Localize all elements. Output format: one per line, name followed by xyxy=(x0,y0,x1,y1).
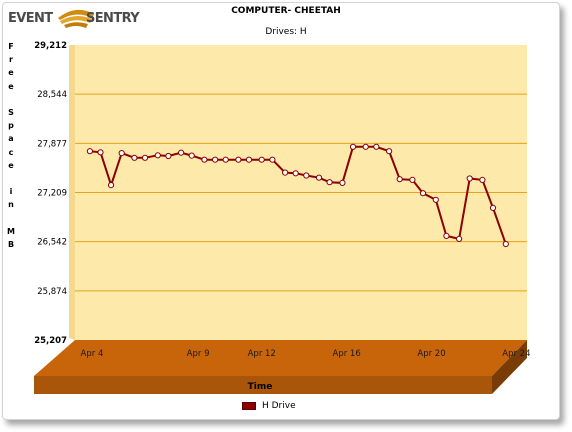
data-point xyxy=(502,240,509,248)
data-point xyxy=(349,143,357,150)
data-point xyxy=(235,156,242,163)
data-point xyxy=(141,154,149,161)
chart-subtitle: Drives: H xyxy=(265,27,307,37)
data-point xyxy=(222,156,229,163)
x-tick-label: Apr 24 xyxy=(502,349,530,359)
data-point xyxy=(373,143,380,150)
y-tick-label: 27,877 xyxy=(37,139,67,149)
data-point xyxy=(269,156,276,163)
plot-floor xyxy=(34,340,527,376)
x-tick-label: Apr 12 xyxy=(248,349,276,359)
chart-title: COMPUTER- CHEETAH xyxy=(231,6,341,16)
x-tick-label: Apr 20 xyxy=(417,349,445,359)
data-point xyxy=(86,148,94,155)
data-point xyxy=(154,152,161,159)
data-point xyxy=(282,169,289,176)
data-point xyxy=(479,176,486,183)
y-tick-label: 29,212 xyxy=(34,41,67,51)
x-tick-label: Apr 9 xyxy=(187,349,210,359)
x-tick-label: Apr 16 xyxy=(333,349,361,359)
data-point xyxy=(326,179,333,186)
data-point xyxy=(443,232,450,239)
data-point xyxy=(245,156,253,163)
y-tick-label: 26,542 xyxy=(37,238,67,248)
data-point xyxy=(212,156,219,163)
logo-emblem-icon xyxy=(58,9,94,28)
legend-swatch-h-drive xyxy=(242,402,256,410)
plot-left-wall xyxy=(69,45,75,340)
y-tick-label: 25,874 xyxy=(37,287,67,297)
plot-floor-side xyxy=(492,340,527,394)
data-point xyxy=(131,154,138,161)
data-point xyxy=(489,204,497,211)
data-point xyxy=(466,175,473,182)
data-point xyxy=(108,182,115,189)
data-point xyxy=(419,190,427,197)
legend: H Drive xyxy=(242,400,296,412)
plot-floor-front xyxy=(34,376,492,394)
data-point xyxy=(386,148,393,155)
data-point xyxy=(339,179,346,186)
data-point xyxy=(97,149,104,156)
data-point xyxy=(362,143,369,150)
legend-label-h-drive: H Drive xyxy=(262,401,296,411)
y-tick-label: 25,207 xyxy=(34,336,67,346)
eventsentry-logo: EVENT SENTRY xyxy=(6,2,146,32)
data-point xyxy=(292,170,299,177)
x-axis-label: Time xyxy=(248,382,273,392)
x-tick-label: Apr 4 xyxy=(81,349,104,359)
data-point xyxy=(201,156,208,163)
data-point xyxy=(432,196,439,203)
data-point xyxy=(178,149,185,156)
data-point xyxy=(165,152,172,160)
y-tick-label: 28,544 xyxy=(37,90,67,100)
logo-text-right: SENTRY xyxy=(86,11,140,26)
data-point xyxy=(409,176,416,183)
data-point xyxy=(303,172,310,179)
data-point xyxy=(118,150,125,157)
y-tick-label: 27,209 xyxy=(37,189,67,199)
data-point xyxy=(315,174,323,181)
data-point xyxy=(188,152,195,159)
data-point xyxy=(456,235,463,242)
data-point xyxy=(396,176,403,183)
logo-text-left: EVENT xyxy=(8,11,53,26)
data-point xyxy=(258,156,265,163)
